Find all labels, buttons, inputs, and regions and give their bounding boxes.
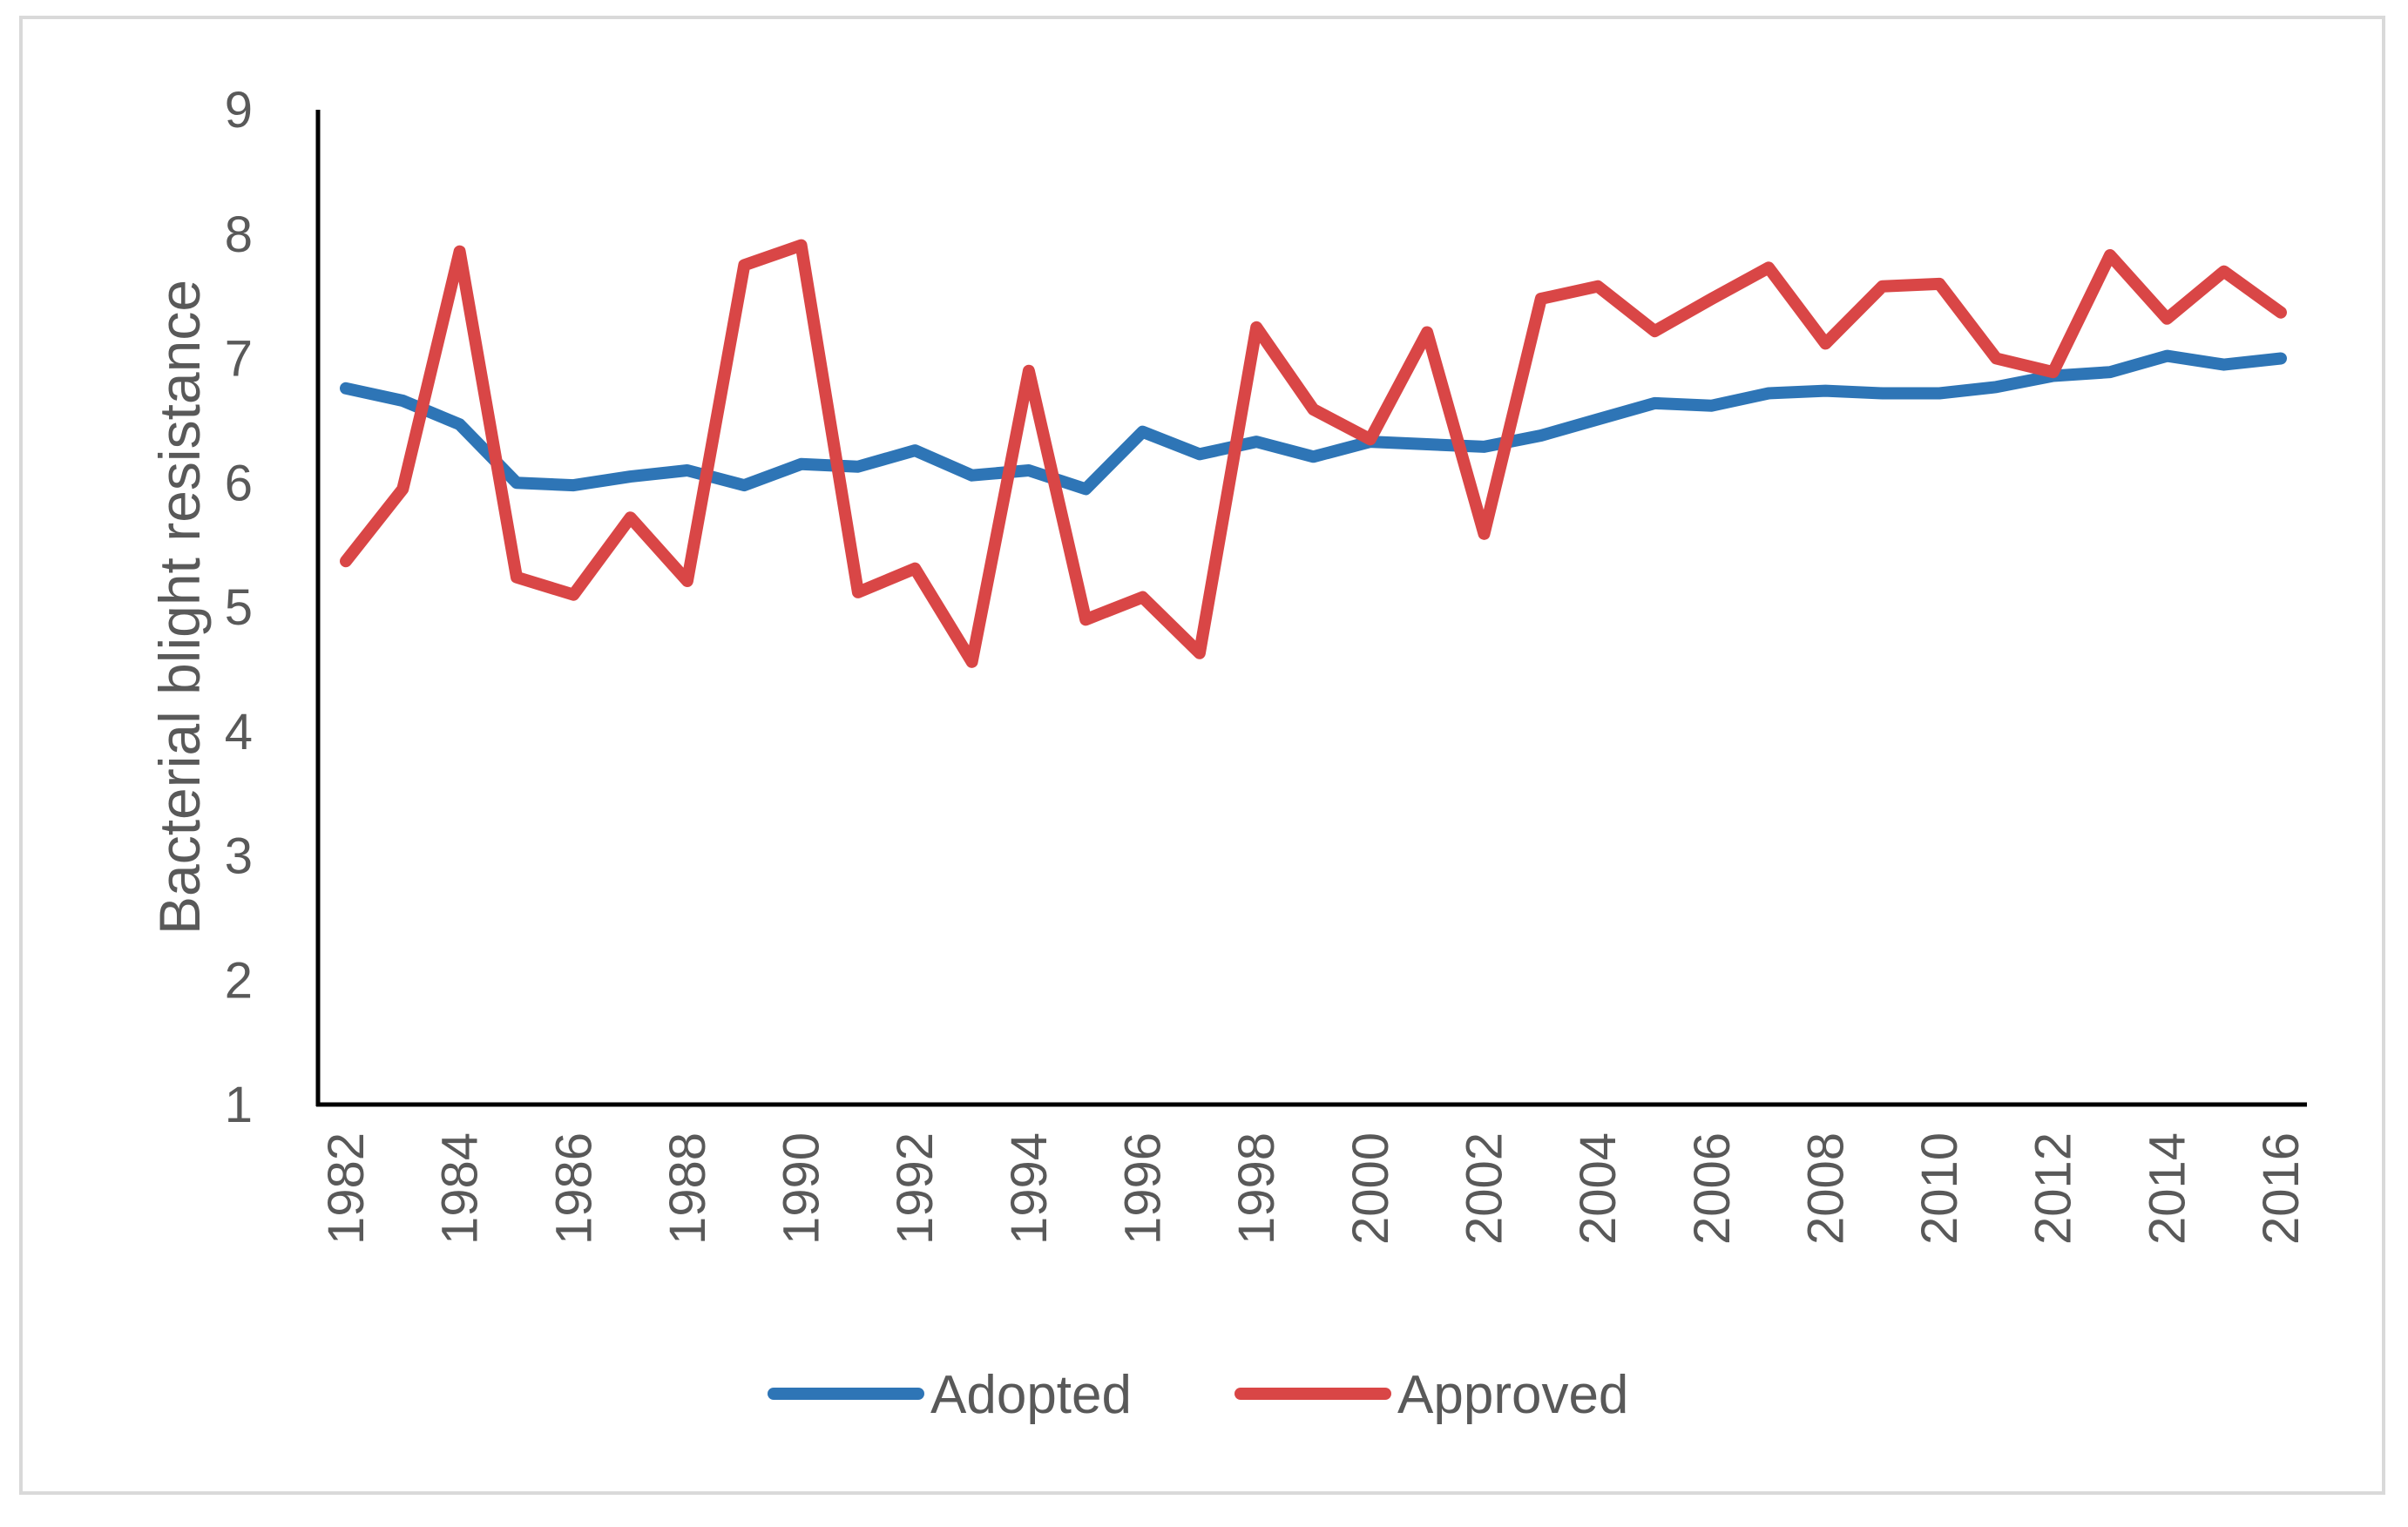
legend-label-adopted: Adopted [930, 1365, 1132, 1425]
legend-item-approved: Approved [1234, 1365, 1628, 1425]
series-layer [340, 239, 2287, 668]
legend: Adopted Approved [768, 1365, 1628, 1425]
x-tick-label: 2010 [1911, 1132, 1968, 1245]
y-tick-label: 7 [225, 331, 253, 388]
x-tick-label: 1996 [1115, 1132, 1172, 1245]
x-tick-label: 2002 [1456, 1132, 1512, 1245]
y-axis-ticks: 1 2 3 4 5 6 7 8 9 [225, 82, 253, 1133]
y-tick-label: 3 [225, 828, 253, 885]
x-tick-label: 2000 [1343, 1132, 1399, 1245]
chart-frame [19, 16, 2385, 1495]
x-tick-label: 1994 [1001, 1132, 1058, 1245]
x-axis-ticks: 1982 1984 1986 1988 1990 1992 1994 1996 1998 2000… [318, 1132, 2310, 1245]
x-tick-label: 2008 [1797, 1132, 1854, 1245]
y-axis-title: Bacterial blight resistance [147, 280, 212, 935]
x-tick-label: 1986 [545, 1132, 602, 1245]
x-tick-label: 1982 [318, 1132, 375, 1245]
x-tick-label: 2012 [2026, 1132, 2082, 1245]
y-tick-label: 4 [225, 704, 253, 760]
y-tick-label: 1 [225, 1077, 253, 1133]
y-tick-label: 2 [225, 952, 253, 1009]
x-tick-label: 1984 [432, 1132, 489, 1245]
x-tick-label: 1988 [659, 1132, 716, 1245]
legend-item-adopted: Adopted [768, 1365, 1132, 1425]
x-tick-label: 1992 [887, 1132, 944, 1245]
legend-label-approved: Approved [1397, 1365, 1628, 1425]
x-tick-label: 2006 [1684, 1132, 1741, 1245]
x-tick-label: 1998 [1228, 1132, 1285, 1245]
series-line-adopted [340, 349, 2287, 496]
series-adopted [340, 349, 2287, 496]
series-approved [340, 239, 2287, 668]
y-tick-label: 6 [225, 455, 253, 511]
x-tick-label: 2014 [2139, 1132, 2195, 1245]
y-tick-label: 5 [225, 579, 253, 636]
x-tick-label: 1990 [774, 1132, 830, 1245]
y-tick-label: 9 [225, 82, 253, 139]
y-tick-label: 8 [225, 206, 253, 263]
x-tick-label: 2016 [2253, 1132, 2310, 1245]
x-tick-label: 2004 [1570, 1132, 1627, 1245]
